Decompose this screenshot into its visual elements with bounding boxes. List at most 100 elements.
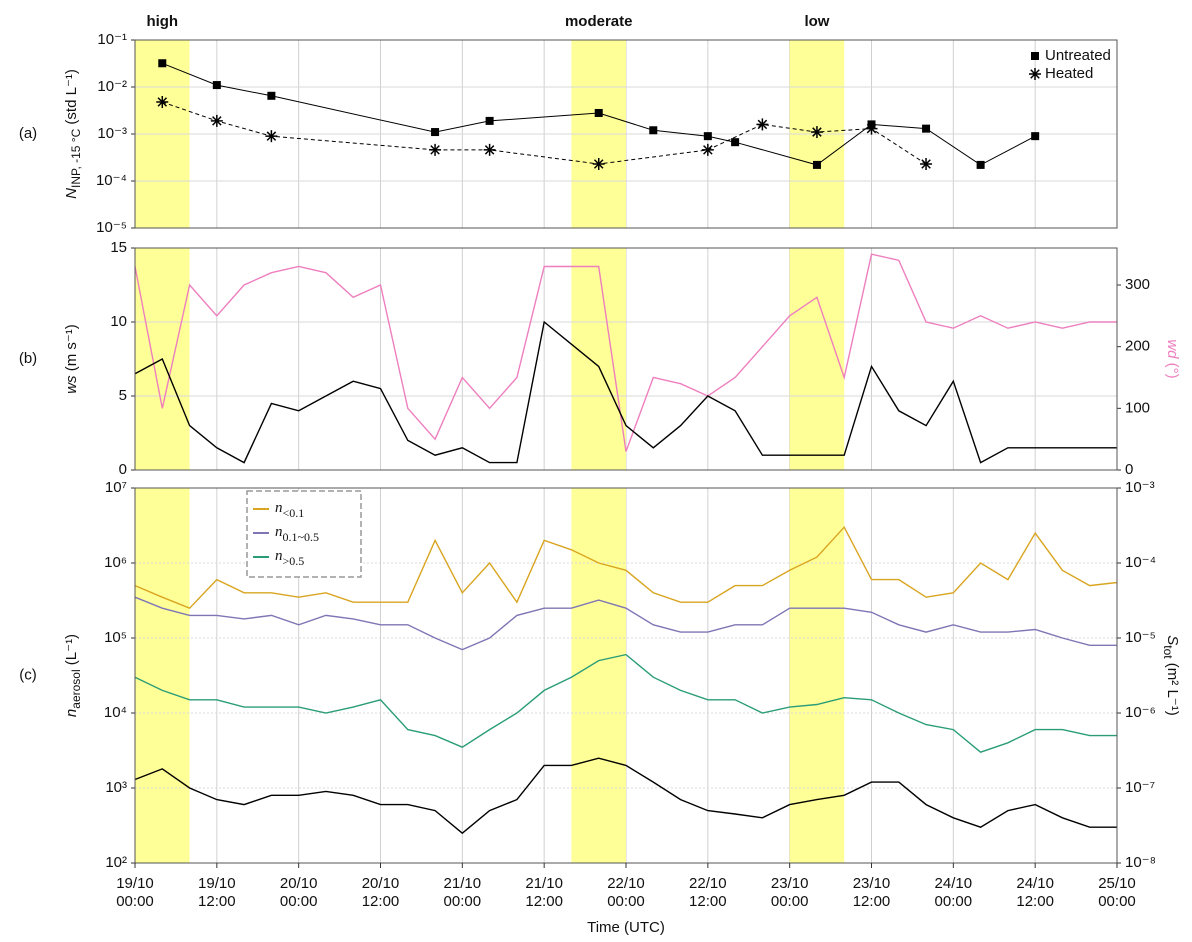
series-line	[134, 253, 1117, 452]
marker	[649, 126, 658, 135]
marker	[594, 108, 603, 117]
x-tick-label: 23/10 00:00	[770, 875, 809, 910]
marker	[1031, 132, 1040, 141]
marker-stroke	[921, 159, 931, 169]
x-tick-label: 22/10 00:00	[607, 875, 645, 910]
axis-label-unit: (L⁻¹)	[63, 634, 80, 669]
marker	[158, 59, 167, 68]
axis-label-main: n	[63, 709, 80, 717]
marker	[212, 81, 221, 90]
x-tick-label: 22/10 12:00	[689, 875, 727, 910]
marker	[922, 124, 931, 133]
y-tick-label: 15	[110, 239, 127, 256]
marker	[976, 160, 985, 169]
marker	[865, 122, 878, 135]
panel-label: (c)	[19, 666, 37, 683]
highlight-label: low	[804, 13, 829, 30]
y2-tick-label: 10⁻⁸	[1125, 854, 1156, 871]
series-line	[134, 525, 1118, 610]
panel-label: (b)	[19, 350, 37, 367]
y2-tick-label: 10⁻⁶	[1125, 704, 1156, 721]
y2-tick-label: 200	[1125, 338, 1150, 355]
x-tick-label: 24/10 00:00	[934, 875, 973, 910]
marker	[431, 128, 440, 137]
axis-label-unit: (°)	[1164, 359, 1181, 379]
panel-label: (a)	[19, 125, 37, 142]
highlight-span	[789, 488, 845, 863]
series-line	[134, 757, 1117, 835]
axis-label-main: ws	[63, 375, 80, 394]
y-tick-label: 10⁻⁵	[96, 219, 127, 236]
marker-stroke	[866, 123, 877, 134]
legend-label: n<0.1	[275, 500, 304, 519]
axis-label-sub: INP, -15 °C	[69, 128, 83, 188]
legend-label: Untreated	[1045, 47, 1111, 64]
x-tick-label: 20/10 12:00	[361, 875, 400, 910]
y2-tick-label: 100	[1125, 399, 1150, 416]
axis-label-main: wd	[1164, 339, 1181, 359]
axis-label-main: N	[63, 188, 80, 199]
y-tick-label: 0	[119, 461, 127, 478]
x-tick-label: 21/10 12:00	[525, 875, 563, 910]
axis-label-unit: (m s⁻¹)	[63, 324, 80, 375]
y2-tick-label: 10⁻³	[1125, 479, 1155, 496]
y-tick-label: 10⁶	[104, 554, 127, 571]
series-line	[134, 320, 1117, 464]
marker	[265, 130, 278, 143]
marker	[701, 143, 714, 156]
y2-tick-label: 10⁻⁵	[1125, 629, 1156, 646]
axis-label: wd (°)	[1164, 339, 1181, 378]
marker	[483, 143, 496, 156]
y-tick-label: 10	[110, 313, 127, 330]
axis-label: NINP, -15 °C (std L⁻¹)	[63, 69, 83, 199]
y-tick-label: 10⁻¹	[97, 31, 127, 48]
marker	[1029, 68, 1041, 80]
marker-stroke	[593, 159, 604, 169]
marker-stroke	[157, 97, 168, 107]
x-tick-label: 24/10 12:00	[1016, 875, 1054, 910]
y-tick-label: 10⁻³	[97, 125, 127, 142]
marker	[812, 160, 821, 169]
legend-label: n>0.5	[275, 548, 304, 567]
marker	[810, 126, 823, 139]
series-line	[134, 653, 1117, 753]
x-tick-label: 19/10 00:00	[116, 875, 154, 910]
highlight-label: moderate	[565, 13, 633, 30]
highlight-span	[571, 488, 626, 863]
legend-marker	[1031, 52, 1039, 60]
marker-stroke	[430, 145, 440, 155]
x-tick-label: 20/10 00:00	[279, 875, 318, 910]
highlight-span	[571, 248, 626, 470]
marker-stroke	[703, 145, 713, 155]
y2-tick-label: 300	[1125, 276, 1150, 293]
x-tick-label: 25/10 00:00	[1098, 875, 1136, 910]
axis-label: naerosol (L⁻¹)	[63, 634, 83, 717]
legend-label: Heated	[1045, 65, 1093, 82]
marker	[756, 118, 769, 131]
x-axis-label: Time (UTC)	[587, 919, 665, 936]
y2-tick-label: 10⁻⁴	[1125, 554, 1156, 571]
axis-label-unit: (std L⁻¹)	[63, 69, 80, 129]
marker-stroke	[266, 131, 277, 141]
y2-tick-label: 0	[1125, 461, 1133, 478]
y-tick-label: 10⁴	[104, 704, 127, 721]
marker	[703, 132, 712, 141]
x-tick-label: 19/10 12:00	[198, 875, 236, 910]
marker	[429, 143, 442, 156]
marker-stroke	[1030, 69, 1040, 79]
plot-frame	[134, 247, 1118, 471]
y-tick-label: 10²	[105, 854, 127, 871]
y2-tick-label: 10⁻⁷	[1125, 779, 1155, 796]
marker	[731, 138, 740, 147]
axis-label-unit: (m² L⁻¹)	[1164, 659, 1181, 716]
marker-stroke	[484, 145, 495, 155]
marker	[920, 157, 933, 170]
marker-stroke	[812, 127, 822, 137]
y-tick-label: 10⁵	[104, 629, 127, 646]
axis-label-sub: tot	[1161, 645, 1175, 659]
series-line	[134, 596, 1117, 651]
highlight-span	[789, 248, 845, 470]
marker	[592, 157, 605, 170]
